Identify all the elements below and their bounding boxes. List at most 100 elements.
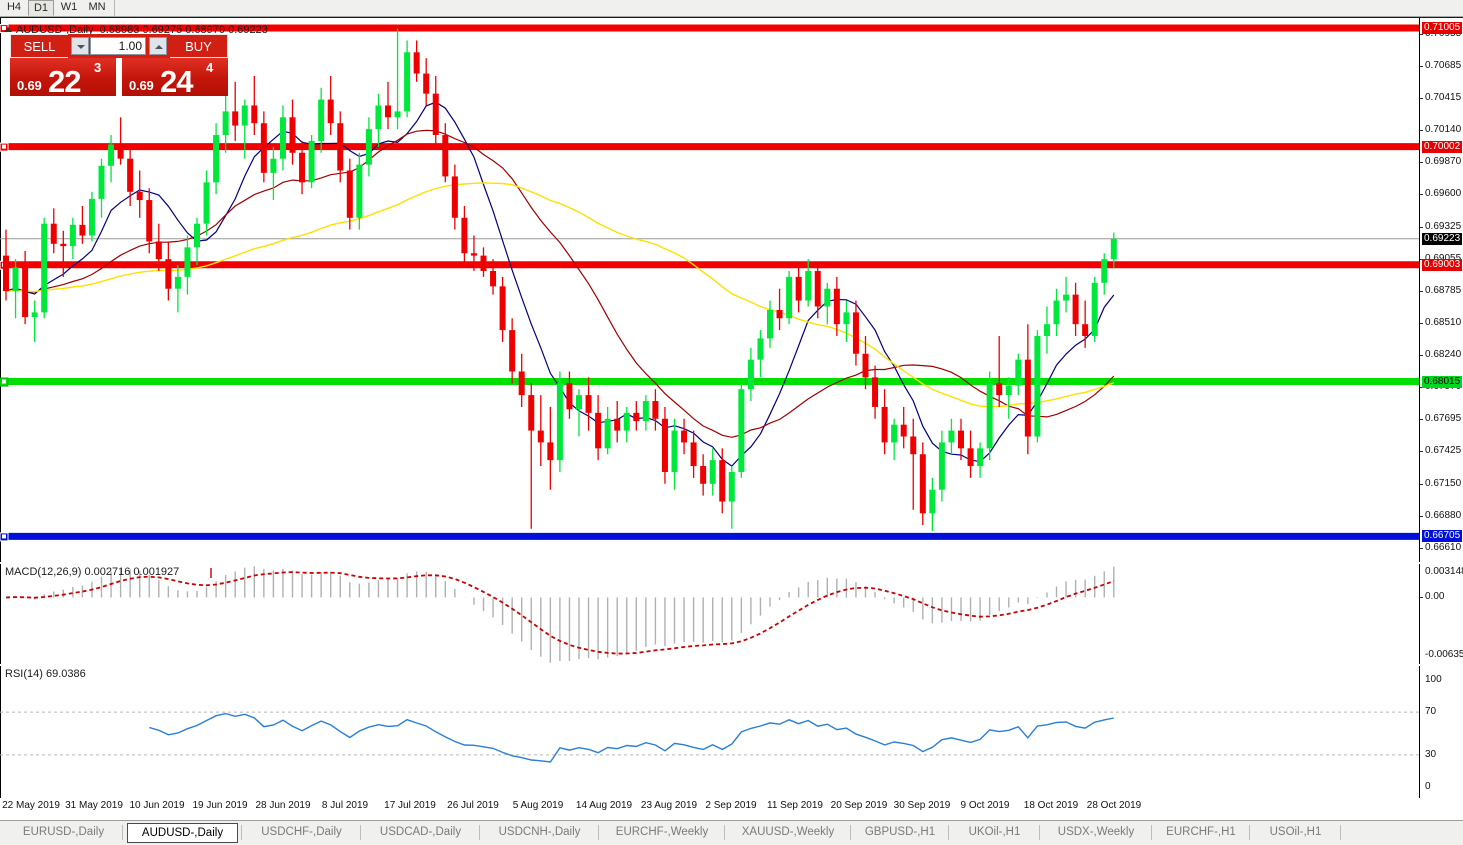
date-tick-label: 22 May 2019 — [2, 800, 60, 811]
timeframe-tab-w1[interactable]: W1 — [60, 1, 78, 13]
price-tag-blue[interactable]: 0.66705 — [1422, 530, 1463, 543]
chart-tab-usoilh1[interactable]: USOil-,H1 — [1269, 826, 1322, 838]
sell-price-button[interactable]: 0.69 22 3 — [10, 58, 116, 96]
macd-tick-label: -0.006353 — [1425, 649, 1463, 660]
chart-tab-gbpusdh1[interactable]: GBPUSD-,H1 — [864, 826, 936, 838]
price-tick-label: 0.67425 — [1425, 445, 1462, 457]
price-tag-red[interactable]: 0.71005 — [1422, 22, 1463, 35]
price-tick-label: 0.68785 — [1425, 284, 1462, 296]
price-tick-label: 0.69055 — [1425, 253, 1461, 265]
moving-average-1 — [5, 129, 1115, 438]
rsi-indicator-label: RSI(14) 69.0386 — [5, 668, 86, 680]
buy-price-big: 24 — [160, 64, 193, 96]
volume-input[interactable]: 1.00 — [90, 37, 146, 55]
one-click-trading-panel[interactable]: SELL 1.00 BUY 0.69 22 3 0.69 24 4 — [10, 34, 228, 96]
rsi-tick-label: 30 — [1425, 748, 1437, 760]
chart-tab-eurchfweekly[interactable]: EURCHF-,Weekly — [615, 826, 709, 838]
rsi-scale-border — [1419, 666, 1420, 798]
date-tick-label: 11 Sep 2019 — [767, 800, 823, 811]
date-tick-label: 31 May 2019 — [65, 800, 123, 811]
buy-price-prefix: 0.69 — [129, 78, 154, 93]
timeframe-tab-mn[interactable]: MN — [88, 1, 106, 13]
rsi-tick-label: 70 — [1425, 706, 1437, 718]
date-tick-label: 17 Jul 2019 — [384, 800, 436, 811]
date-tick-label: 23 Aug 2019 — [640, 800, 698, 811]
price-plot-area[interactable] — [0, 18, 1419, 562]
price-tag-red[interactable]: 0.69003 — [1422, 258, 1463, 271]
chart-tab-eurchfh1[interactable]: EURCHF-,H1 — [1166, 826, 1236, 838]
price-tick-label: 0.68510 — [1425, 317, 1462, 328]
macd-left-border — [0, 564, 1, 664]
price-tick-label: 0.70685 — [1425, 59, 1462, 71]
symbol-ohlc: 0.68983 0.69275 0.68970 0.69223 — [99, 24, 268, 36]
date-tick-label: 20 Sep 2019 — [830, 800, 888, 811]
pane-left-border — [0, 18, 1, 562]
rsi-plot-area — [0, 666, 1419, 798]
chart-tab-bar[interactable]: EURUSD-,Daily AUDUSD-,Daily USDCHF-,Daily U… — [0, 820, 1463, 845]
price-tick-label: 0.70415 — [1425, 91, 1462, 103]
buy-button[interactable]: BUY — [170, 34, 228, 58]
macd-plot-area — [0, 564, 1419, 664]
sell-price-big: 22 — [48, 64, 81, 96]
collapse-arrow-icon[interactable] — [4, 26, 12, 32]
price-tick-label: 0.69600 — [1425, 188, 1462, 200]
symbol-name: AUDUSD-,Daily — [16, 24, 94, 36]
chart-tab-usdcnhdaily[interactable]: USDCNH-,Daily — [498, 826, 581, 838]
date-tick-label: 28 Oct 2019 — [1086, 800, 1142, 811]
price-tag-red[interactable]: 0.70002 — [1422, 140, 1463, 153]
date-axis[interactable]: 22 May 2019 31 May 2019 10 Jun 2019 19 Jun … — [0, 798, 1463, 818]
timeframe-toolbar: H4 D1 W1 MN — [0, 0, 1463, 17]
chart-tab-audusddaily[interactable]: AUDUSD-,Daily — [127, 823, 238, 843]
rsi-scale: 100 70 30 0 — [1420, 666, 1463, 798]
date-tick-label: 5 Aug 2019 — [512, 800, 564, 811]
oct-top-row: SELL 1.00 BUY — [10, 34, 228, 58]
date-tick-label: 10 Jun 2019 — [129, 800, 185, 811]
chart-tab-usdxweekly[interactable]: USDX-,Weekly — [1057, 826, 1135, 838]
macd-tick-label: 0.00 — [1425, 591, 1445, 603]
rsi-tick-label: 100 — [1425, 674, 1442, 685]
price-tick-label: 0.67150 — [1425, 477, 1462, 489]
chevron-up-icon — [155, 45, 163, 49]
rsi-tick-label: 0 — [1425, 781, 1431, 792]
macd-chart — [5, 566, 1115, 663]
price-tick-label: 0.68240 — [1425, 348, 1462, 360]
price-scale[interactable]: 0.709550.706850.704150.701400.698700.696… — [1420, 18, 1463, 562]
candlestick-chart — [0, 24, 1419, 542]
date-tick-label: 8 Jul 2019 — [321, 800, 369, 811]
chart-tab-ukoilh1[interactable]: UKOil-,H1 — [968, 826, 1021, 838]
chart-tab-usdcaddaily[interactable]: USDCAD-,Daily — [379, 826, 462, 838]
chart-tab-usdchfdaily[interactable]: USDCHF-,Daily — [261, 826, 342, 838]
price-tag-green[interactable]: 0.68015 — [1422, 375, 1463, 388]
macd-scale-border — [1419, 564, 1420, 664]
sell-price-fraction: 3 — [94, 60, 102, 75]
date-tick-label: 28 Jun 2019 — [255, 800, 311, 811]
macd-tick-label: 0.003148 — [1425, 566, 1463, 577]
moving-average-2 — [5, 182, 1115, 408]
rsi-line — [149, 712, 1114, 763]
price-tick-label: 0.69325 — [1425, 220, 1462, 232]
date-tick-label: 26 Jul 2019 — [447, 800, 499, 811]
macd-signal-line — [5, 571, 1115, 655]
symbol-header: AUDUSD-,Daily 0.68983 0.69275 0.68970 0.6… — [4, 24, 268, 36]
volume-control[interactable]: 1.00 — [68, 34, 170, 58]
sell-button[interactable]: SELL — [10, 34, 68, 58]
chevron-down-icon — [77, 45, 85, 49]
chart-tab-eurusddaily[interactable]: EURUSD-,Daily — [22, 826, 105, 838]
pane-scale-border — [1419, 18, 1420, 562]
date-tick-label: 19 Jun 2019 — [192, 800, 248, 811]
buy-price-button[interactable]: 0.69 24 4 — [122, 58, 228, 96]
buy-price-fraction: 4 — [206, 60, 214, 75]
volume-increase-button[interactable] — [149, 37, 167, 55]
date-tick-label: 18 Oct 2019 — [1023, 800, 1079, 811]
chart-tab-xauusdweekly[interactable]: XAUUSD-,Weekly — [741, 826, 835, 838]
volume-decrease-button[interactable] — [71, 37, 89, 55]
date-tick-label: 14 Aug 2019 — [575, 800, 633, 811]
price-tag-black[interactable]: 0.69223 — [1422, 232, 1463, 245]
timeframe-tab-d1[interactable]: D1 — [28, 0, 54, 16]
rsi-chart — [0, 711, 1419, 763]
timeframe-tab-h4[interactable]: H4 — [6, 1, 22, 13]
date-tick-label: 9 Oct 2019 — [960, 800, 1010, 811]
price-tick-label: 0.69870 — [1425, 156, 1462, 168]
sell-price-prefix: 0.69 — [17, 78, 42, 93]
